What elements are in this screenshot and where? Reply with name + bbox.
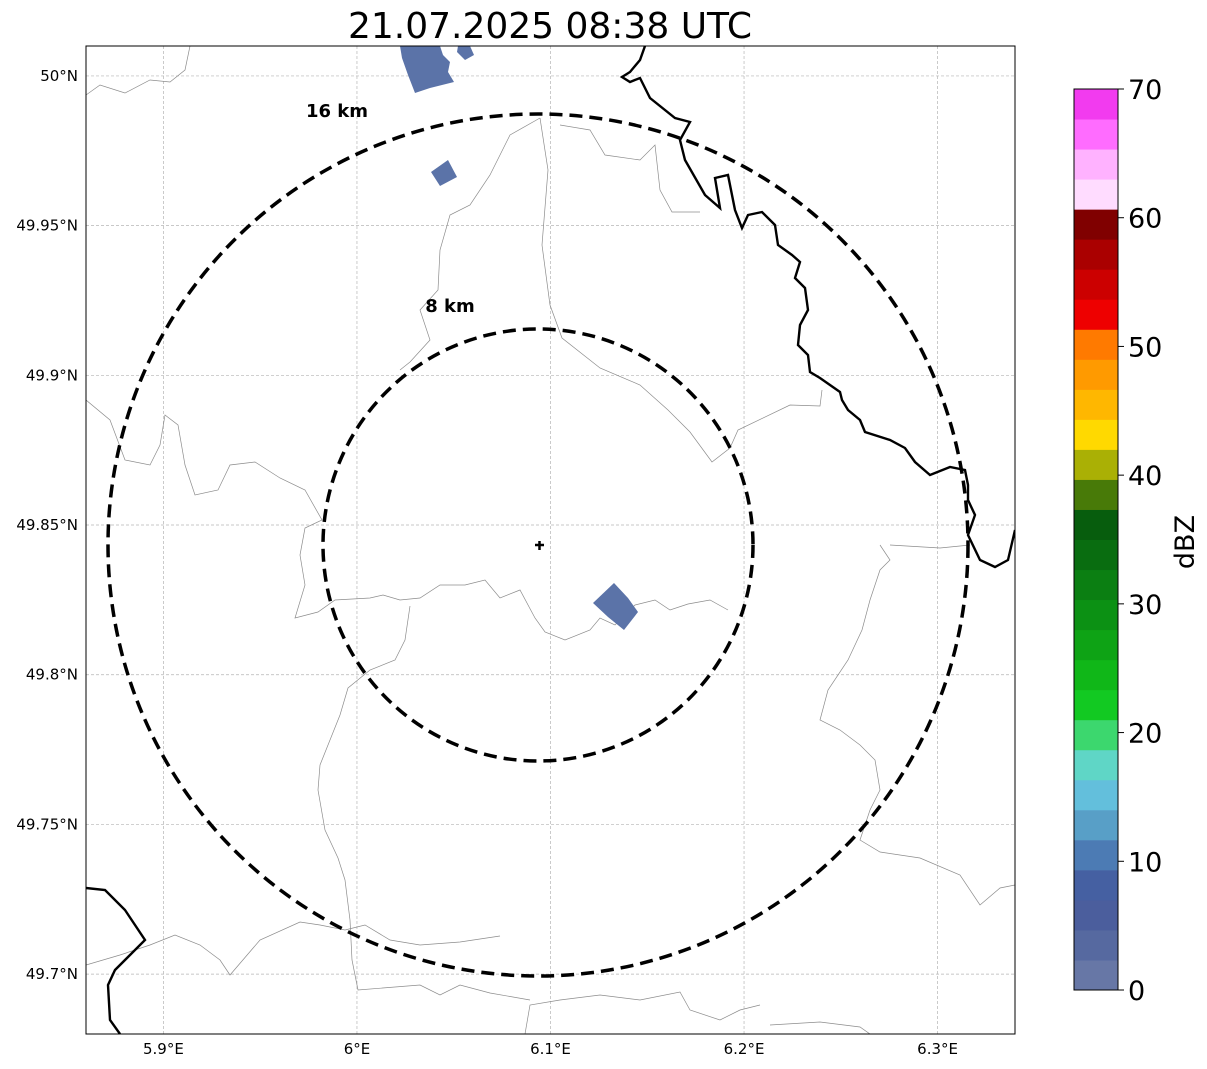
colorbar-segment [1074,209,1118,240]
radar-site-marker [535,541,544,550]
x-tick-label: 6.2°E [724,1040,765,1058]
colorbar-segment [1074,359,1118,390]
colorbar-segment [1074,299,1118,330]
x-tick-label: 5.9°E [143,1040,184,1058]
colorbar-segment [1074,749,1118,781]
echo-cell-north-mid [431,160,457,186]
map-area: 8 km 16 km [86,46,1015,1034]
map-title: 21.07.2025 08:38 UTC [348,6,752,47]
x-tick-label: 6.3°E [917,1040,958,1058]
colorbar-segment [1074,929,1118,961]
range-ring-label-8km: 8 km [425,296,475,317]
colorbar-segment [1074,779,1118,811]
colorbar-segment [1074,899,1118,931]
colorbar-tick-label: 70 [1128,75,1162,106]
colorbar-segment [1074,329,1118,360]
x-axis-ticks: 5.9°E 6°E 6.1°E 6.2°E 6.3°E [143,1040,958,1058]
colorbar-segment [1074,419,1118,450]
colorbar-segment [1074,569,1118,601]
range-ring-label-16km: 16 km [306,101,368,122]
colorbar [1073,88,1119,991]
colorbar-segment [1074,239,1118,270]
colorbar-segment [1074,479,1118,510]
colorbar-segment [1074,449,1118,480]
colorbar-segment [1074,389,1118,420]
echo-cell-center [593,583,638,630]
colorbar-segment [1074,869,1118,901]
radar-echoes [400,46,638,630]
colorbar-ticks: 0 10 20 30 40 50 60 70 [1118,75,1162,1007]
colorbar-segment [1074,89,1118,120]
echo-cell-north [400,46,454,93]
range-rings [106,112,970,978]
colorbar-segment [1074,689,1118,721]
colorbar-segment [1074,179,1118,210]
colorbar-segment [1074,629,1118,661]
colorbar-segment [1074,809,1118,841]
colorbar-segment [1074,269,1118,300]
y-tick-label: 49.95°N [16,217,78,235]
colorbar-segment [1074,959,1118,991]
colorbar-segment [1074,119,1118,150]
range-ring-8km [321,327,755,763]
colorbar-segment [1074,509,1118,540]
colorbar-tick-label: 40 [1128,461,1162,492]
y-tick-label: 50°N [40,67,78,85]
colorbar-tick-label: 30 [1128,590,1162,621]
colorbar-label: dBZ [1170,515,1201,569]
colorbar-segment [1074,599,1118,631]
x-tick-label: 6.1°E [530,1040,571,1058]
y-axis-ticks: 50°N 49.95°N 49.9°N 49.85°N 49.8°N 49.75°N 49.… [16,67,78,983]
colorbar-tick-label: 20 [1128,719,1162,750]
y-tick-label: 49.85°N [16,516,78,534]
echo-cell-north-small [457,46,474,60]
colorbar-segment [1074,539,1118,571]
colorbar-tick-label: 60 [1128,204,1162,235]
colorbar-tick-label: 0 [1128,976,1145,1007]
range-ring-16km [106,112,970,978]
x-tick-label: 6°E [344,1040,371,1058]
y-tick-label: 49.9°N [26,366,78,384]
y-tick-label: 49.7°N [26,965,78,983]
map-frame [85,45,1016,1035]
colorbar-segment [1074,839,1118,871]
y-tick-label: 49.75°N [16,815,78,833]
colorbar-segment [1074,719,1118,751]
colorbar-segment [1074,659,1118,691]
admin-boundaries [86,46,1015,1034]
colorbar-segment [1074,149,1118,180]
colorbar-tick-label: 50 [1128,332,1162,363]
colorbar-frame [1073,88,1119,991]
y-tick-label: 49.8°N [26,666,78,684]
colorbar-tick-label: 10 [1128,847,1162,878]
